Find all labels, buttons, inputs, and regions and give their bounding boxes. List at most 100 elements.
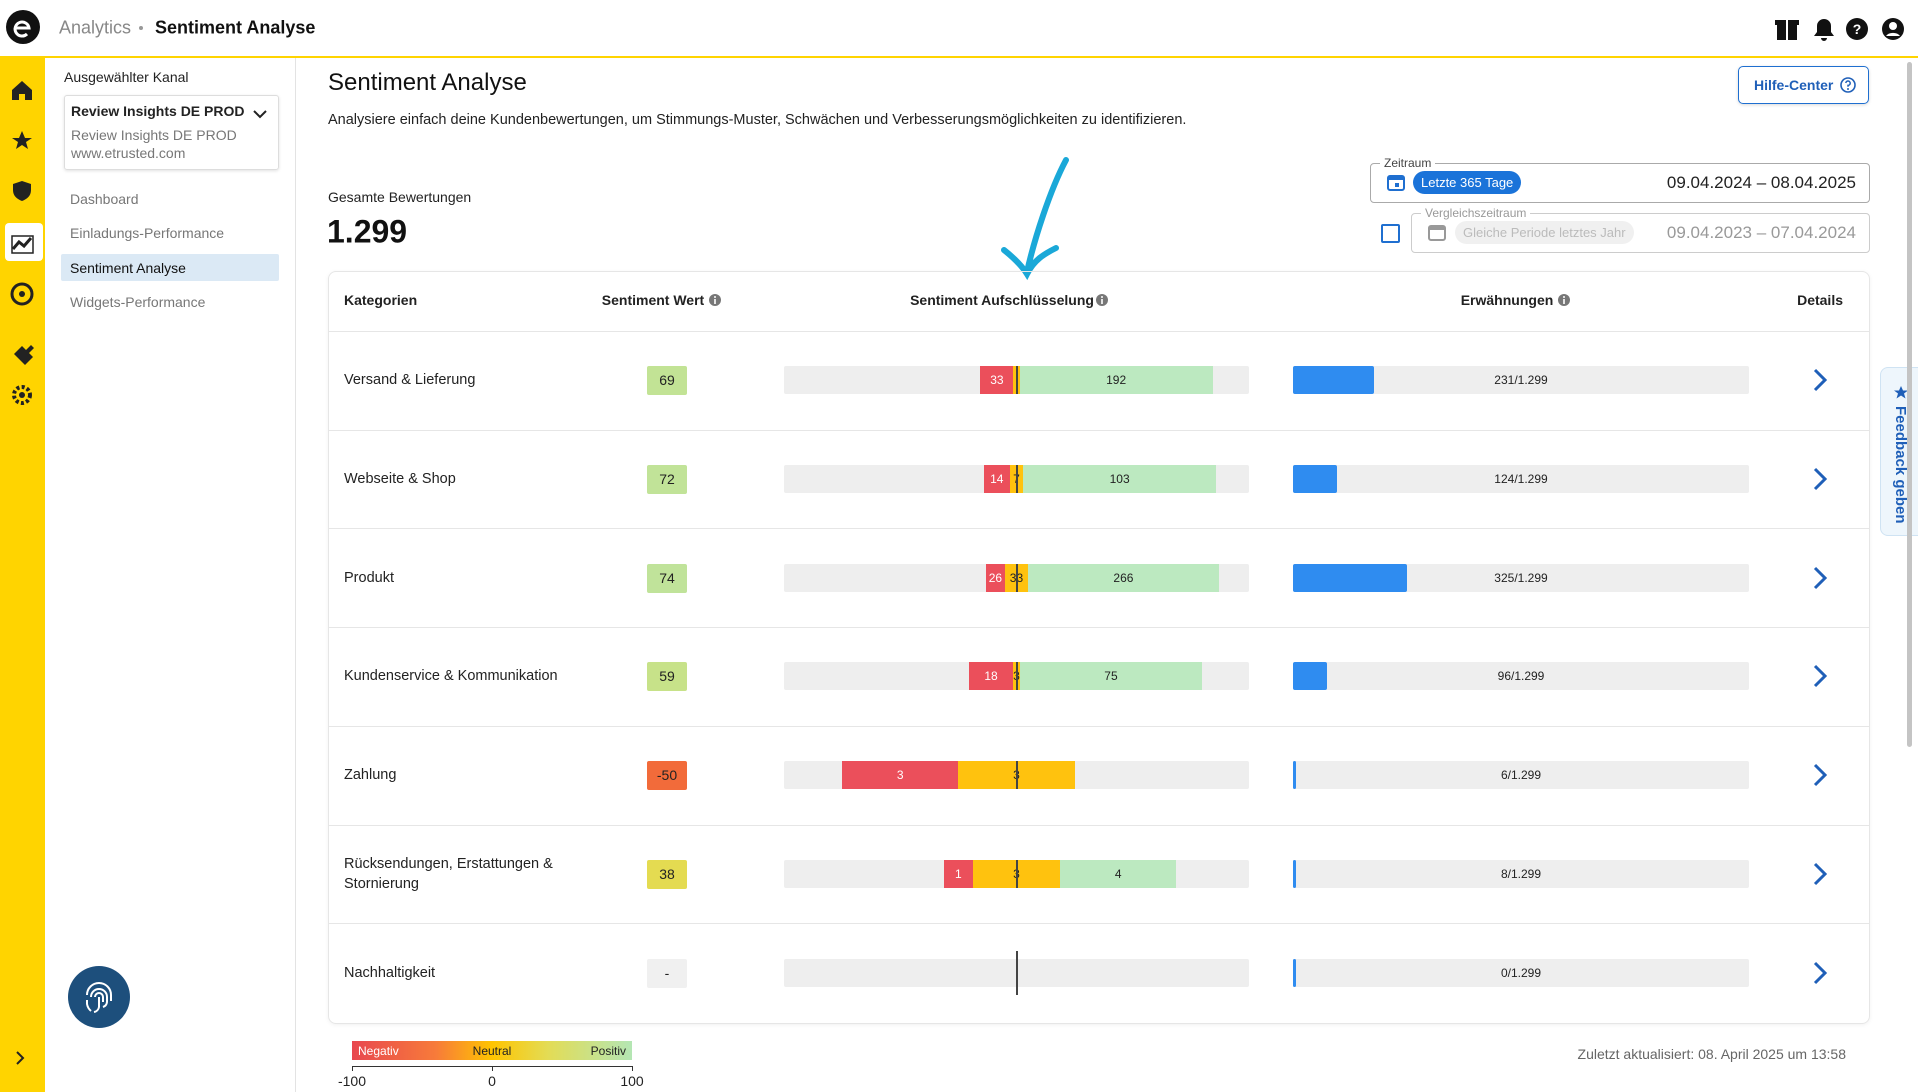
period-chip[interactable]: Letzte 365 Tage xyxy=(1413,171,1522,194)
mentions-label: 0/1.299 xyxy=(1500,965,1542,980)
channel-name: Review Insights DE PROD xyxy=(71,103,245,119)
breakdown-negative: 18 xyxy=(969,662,1013,691)
breadcrumb-separator xyxy=(139,26,143,30)
legend-bar xyxy=(352,1041,632,1060)
score-badge: 74 xyxy=(647,563,687,593)
legend-tick-label: 100 xyxy=(620,1073,644,1089)
nav-item[interactable]: Dashboard xyxy=(70,191,139,207)
feedback-tab[interactable]: Feedback geben xyxy=(1880,367,1918,536)
breadcrumb-page: Sentiment Analyse xyxy=(155,17,316,38)
category-name: Produkt xyxy=(344,569,394,586)
feedback-star xyxy=(1894,386,1908,399)
assistant-button[interactable] xyxy=(67,965,131,1029)
legend-label: Negativ xyxy=(358,1044,399,1058)
details-chevron[interactable] xyxy=(1810,861,1830,887)
row-divider xyxy=(329,627,1869,629)
category-name: Nachhaltigkeit xyxy=(344,964,436,981)
comparison-chip: Gleiche Periode letztes Jahr xyxy=(1455,221,1634,244)
help-button[interactable]: Hilfe-Center xyxy=(1738,66,1869,104)
info-icon xyxy=(1558,294,1570,306)
category-name: Zahlung xyxy=(344,767,397,784)
details-chevron[interactable] xyxy=(1810,367,1830,393)
mentions-label: 124/1.299 xyxy=(1494,472,1548,487)
nav-active-bg xyxy=(61,253,279,281)
column-header: Kategorien xyxy=(344,292,418,308)
column-header: Sentiment Wert xyxy=(601,292,705,308)
mentions-bar xyxy=(1293,859,1296,888)
last-updated: Zuletzt aktualisiert: 08. April 2025 um … xyxy=(1577,1046,1846,1062)
comparison-label: Vergleichszeitraum xyxy=(1421,206,1531,220)
legend-label: Positiv xyxy=(590,1044,626,1058)
breakdown-center xyxy=(1015,950,1018,995)
rail-icons[interactable] xyxy=(0,58,45,1092)
page-description: Analysiere einfach deine Kundenbewertung… xyxy=(328,112,1187,128)
period-field[interactable] xyxy=(1370,163,1870,203)
details-chevron[interactable] xyxy=(1810,960,1830,986)
details-chevron[interactable] xyxy=(1810,466,1830,492)
mentions-bar xyxy=(1293,366,1375,395)
breakdown-positive: 266 xyxy=(1028,563,1219,592)
nav-item[interactable]: Widgets-Performance xyxy=(70,294,206,311)
comparison-range: 09.04.2023 – 07.04.2024 xyxy=(1666,223,1856,242)
mentions-bar xyxy=(1293,958,1296,987)
breadcrumb-section[interactable]: Analytics xyxy=(59,17,132,38)
row-divider xyxy=(329,824,1869,826)
column-header: Details xyxy=(1797,292,1843,308)
comparison-field[interactable] xyxy=(1411,213,1870,253)
logo[interactable] xyxy=(5,9,41,45)
header-icons[interactable]: ? xyxy=(1772,14,1912,44)
legend-tick xyxy=(492,1066,493,1071)
mentions-label: 325/1.299 xyxy=(1494,570,1548,585)
breakdown-negative: 1 xyxy=(943,859,973,888)
column-header: Sentiment Aufschlüsselung xyxy=(910,292,1094,308)
nav-item[interactable]: Sentiment Analyse xyxy=(70,259,186,276)
breakdown-positive: 192 xyxy=(1019,366,1213,395)
mentions-label: 8/1.299 xyxy=(1500,866,1542,881)
comparison-checkbox[interactable] xyxy=(1381,224,1400,243)
annotation-arrow xyxy=(1001,157,1069,281)
info-icon xyxy=(709,294,721,306)
period-label: Zeitraum xyxy=(1380,156,1436,170)
mentions-label: 6/1.299 xyxy=(1500,768,1542,783)
help-button-label: Hilfe-Center xyxy=(1754,77,1834,93)
calendar-icon xyxy=(1387,175,1405,191)
legend-tick xyxy=(632,1066,633,1071)
score-badge: - xyxy=(647,958,687,988)
total-value: 1.299 xyxy=(327,213,408,250)
mentions-label: 96/1.299 xyxy=(1497,669,1545,684)
breakdown-positive: 103 xyxy=(1023,465,1217,494)
score-badge: 72 xyxy=(647,465,687,495)
row-divider xyxy=(329,429,1869,431)
details-chevron[interactable] xyxy=(1810,762,1830,788)
legend-tick-label: 0 xyxy=(488,1073,496,1089)
dropdown-chevron xyxy=(253,110,267,119)
score-badge: 38 xyxy=(647,859,687,889)
breakdown-center xyxy=(1015,761,1018,790)
score-badge: -50 xyxy=(647,761,687,791)
top-bar xyxy=(0,0,1918,58)
svg-text:?: ? xyxy=(1853,21,1862,37)
breakdown-negative: 14 xyxy=(983,465,1010,494)
column-header: Erwähnungen xyxy=(1460,292,1554,308)
score-badge: 69 xyxy=(647,366,687,396)
channel-subtitle: Review Insights DE PROD xyxy=(71,127,237,143)
mentions-bar xyxy=(1293,465,1337,494)
row-divider xyxy=(329,923,1869,925)
channel-select[interactable] xyxy=(64,95,279,170)
breakdown-center xyxy=(1015,563,1018,592)
scrollbar xyxy=(1907,62,1912,747)
nav-item[interactable]: Einladungs-Performance xyxy=(70,225,225,242)
legend-tick-label: -100 xyxy=(337,1073,367,1089)
details-chevron[interactable] xyxy=(1810,565,1830,591)
breakdown-negative: 33 xyxy=(980,366,1014,395)
mentions-track xyxy=(1293,761,1749,790)
breakdown-negative: 26 xyxy=(986,563,1005,592)
row-divider xyxy=(329,725,1869,727)
total-label: Gesamte Bewertungen xyxy=(328,189,472,205)
details-chevron[interactable] xyxy=(1810,663,1830,689)
page-title: Sentiment Analyse xyxy=(328,69,527,96)
channel-url: www.etrusted.com xyxy=(71,145,186,161)
category-name: Rücksendungen, Erstattungen & Stornierun… xyxy=(344,855,553,892)
help-icon xyxy=(1840,77,1856,93)
